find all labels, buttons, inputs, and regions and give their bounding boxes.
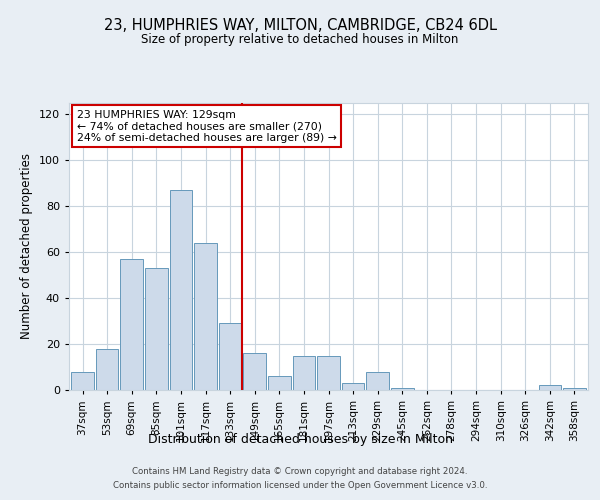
Text: Size of property relative to detached houses in Milton: Size of property relative to detached ho… bbox=[142, 32, 458, 46]
Bar bbox=[96, 348, 118, 390]
Text: 23 HUMPHRIES WAY: 129sqm
← 74% of detached houses are smaller (270)
24% of semi-: 23 HUMPHRIES WAY: 129sqm ← 74% of detach… bbox=[77, 110, 337, 143]
Bar bbox=[170, 190, 192, 390]
Y-axis label: Number of detached properties: Number of detached properties bbox=[20, 153, 33, 340]
Bar bbox=[317, 356, 340, 390]
Bar bbox=[194, 243, 217, 390]
Text: Contains public sector information licensed under the Open Government Licence v3: Contains public sector information licen… bbox=[113, 481, 487, 490]
Text: Distribution of detached houses by size in Milton: Distribution of detached houses by size … bbox=[148, 432, 452, 446]
Bar bbox=[293, 356, 315, 390]
Text: Contains HM Land Registry data © Crown copyright and database right 2024.: Contains HM Land Registry data © Crown c… bbox=[132, 468, 468, 476]
Bar bbox=[145, 268, 167, 390]
Bar bbox=[244, 353, 266, 390]
Bar bbox=[268, 376, 290, 390]
Bar bbox=[121, 259, 143, 390]
Bar bbox=[539, 386, 561, 390]
Bar bbox=[563, 388, 586, 390]
Text: 23, HUMPHRIES WAY, MILTON, CAMBRIDGE, CB24 6DL: 23, HUMPHRIES WAY, MILTON, CAMBRIDGE, CB… bbox=[104, 18, 497, 32]
Bar bbox=[391, 388, 413, 390]
Bar bbox=[219, 324, 241, 390]
Bar bbox=[367, 372, 389, 390]
Bar bbox=[71, 372, 94, 390]
Bar bbox=[342, 383, 364, 390]
